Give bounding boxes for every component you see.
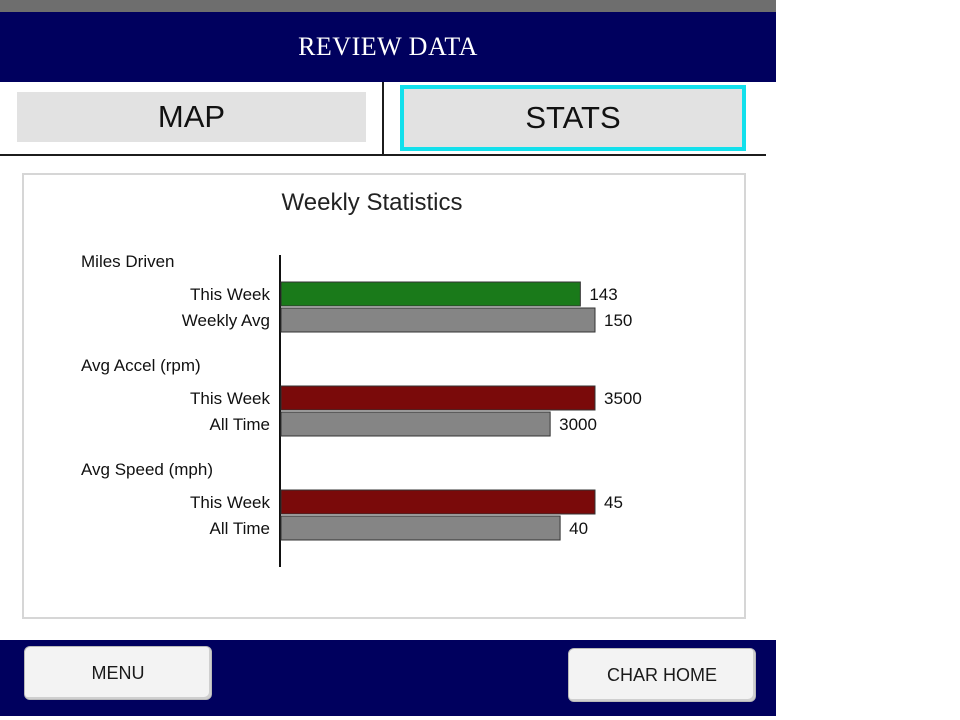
bar xyxy=(280,385,596,411)
bar xyxy=(280,281,581,307)
header-bar: REVIEW DATA xyxy=(0,12,776,82)
page-title: REVIEW DATA xyxy=(298,32,478,61)
tab-stats[interactable]: STATS xyxy=(400,85,746,151)
data-label: 3500 xyxy=(604,389,642,408)
group-label: Avg Accel (rpm) xyxy=(81,356,201,375)
bar-label: All Time xyxy=(210,415,270,434)
bar-label: All Time xyxy=(210,519,270,538)
bar-label: This Week xyxy=(190,389,270,408)
bar-label: This Week xyxy=(190,285,270,304)
tab-divider xyxy=(382,82,384,156)
menu-button-label: MENU xyxy=(91,662,145,683)
bar xyxy=(280,411,551,437)
tab-bar: MAP STATS xyxy=(0,82,776,156)
data-label: 45 xyxy=(604,493,623,512)
data-label: 143 xyxy=(589,285,617,304)
weekly-statistics-chart: Weekly Statistics Miles Driven This Week 1… xyxy=(81,189,642,567)
footer-bar: MENU CHAR HOME xyxy=(0,640,776,716)
tab-map[interactable]: MAP xyxy=(17,92,366,142)
chart-title: Weekly Statistics xyxy=(282,189,463,216)
tab-map-label: MAP xyxy=(157,99,226,134)
device-screen: REVIEW DATA MAP STATS Weekly Statistics … xyxy=(0,0,776,716)
char-home-button[interactable]: CHAR HOME xyxy=(568,648,756,702)
group-label: Miles Driven xyxy=(81,252,175,271)
chart-panel: Weekly Statistics Miles Driven This Week 1… xyxy=(22,173,746,619)
bar xyxy=(280,515,561,541)
bar-label: Weekly Avg xyxy=(182,311,270,330)
tab-stats-label: STATS xyxy=(525,100,621,135)
group-label: Avg Speed (mph) xyxy=(81,460,213,479)
data-label: 150 xyxy=(604,311,632,330)
menu-button[interactable]: MENU xyxy=(24,646,212,700)
data-label: 3000 xyxy=(559,415,597,434)
bar xyxy=(280,307,596,333)
stats-content: Weekly Statistics Miles Driven This Week 1… xyxy=(0,156,776,640)
tab-underline xyxy=(0,154,766,156)
bar-label: This Week xyxy=(190,493,270,512)
data-label: 40 xyxy=(569,519,588,538)
char-home-button-label: CHAR HOME xyxy=(606,664,717,685)
bar xyxy=(280,489,596,515)
